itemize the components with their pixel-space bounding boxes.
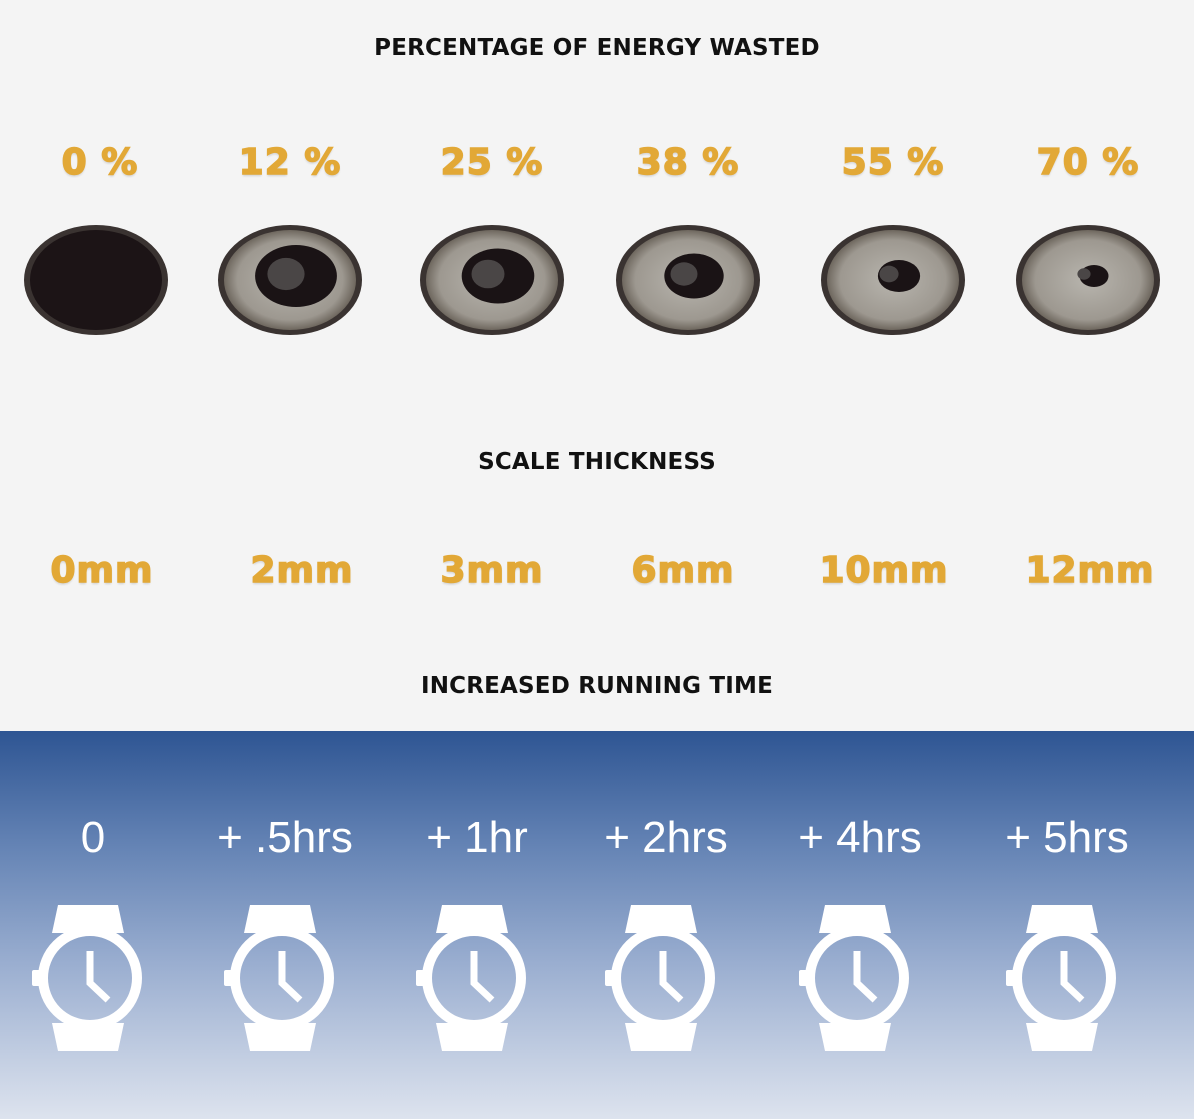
- energy-percent-label: 38 %: [636, 141, 740, 184]
- pipe-cross-section-icon: [215, 222, 365, 342]
- watch-icon: [416, 905, 528, 1055]
- pipe-cross-section-icon: [1013, 222, 1163, 342]
- watch-icon: [1006, 905, 1118, 1055]
- watch-icon: [224, 905, 336, 1055]
- pipe-cross-section-icon: [613, 222, 763, 342]
- running-time-label: + 1hr: [426, 813, 528, 862]
- time-title: INCREASED RUNNING TIME: [420, 673, 774, 699]
- energy-title: PERCENTAGE OF ENERGY WASTED: [374, 35, 820, 61]
- running-time-label: + 2hrs: [604, 813, 728, 862]
- scale-thickness-label: 12mm: [1025, 549, 1155, 592]
- running-time-label: + 4hrs: [798, 813, 922, 862]
- scale-thickness-label: 6mm: [631, 549, 735, 592]
- running-time-label: 0: [80, 813, 106, 862]
- energy-percent-label: 70 %: [1036, 141, 1140, 184]
- running-time-label: + .5hrs: [217, 813, 353, 862]
- watch-icon: [32, 905, 144, 1055]
- pipe-cross-section-icon: [417, 222, 567, 342]
- scale-title: SCALE THICKNESS: [478, 449, 716, 475]
- running-time-label: + 5hrs: [1005, 813, 1129, 862]
- energy-percent-label: 12 %: [238, 141, 342, 184]
- scale-thickness-label: 0mm: [50, 549, 154, 592]
- pipe-cross-section-icon: [818, 222, 968, 342]
- running-time-panel: 0 + .5hrs + 1hr + 2hrs + 4hrs + 5hrs: [0, 731, 1194, 1119]
- energy-percent-label: 0 %: [61, 141, 139, 184]
- scale-thickness-label: 3mm: [440, 549, 544, 592]
- scale-thickness-label: 10mm: [819, 549, 949, 592]
- energy-percent-label: 55 %: [841, 141, 945, 184]
- energy-percent-label: 25 %: [440, 141, 544, 184]
- watch-icon: [605, 905, 717, 1055]
- pipe-cross-section-icon: [21, 222, 171, 342]
- scale-thickness-label: 2mm: [250, 549, 354, 592]
- watch-icon: [799, 905, 911, 1055]
